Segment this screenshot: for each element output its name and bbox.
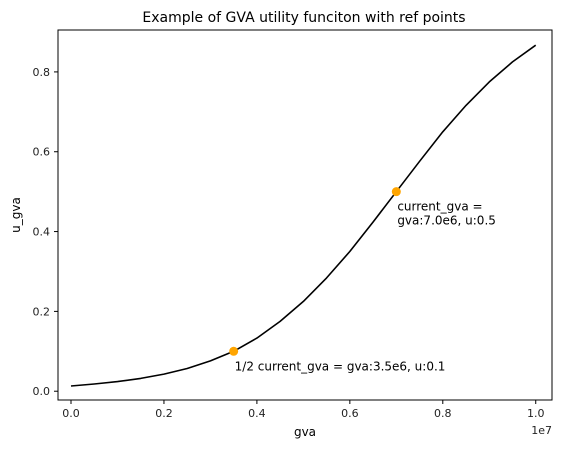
y-tick-label: 0.4 bbox=[33, 226, 51, 239]
chart-title: Example of GVA utility funciton with ref… bbox=[142, 10, 465, 26]
ref-point-annotation: 1/2 current_gva = gva:3.5e6, u:0.1 bbox=[235, 359, 446, 373]
x-axis-label: gva bbox=[294, 425, 316, 439]
x-tick-label: 0.6 bbox=[341, 407, 359, 420]
plot-frame bbox=[57, 29, 553, 401]
series-layer bbox=[70, 44, 537, 387]
ref-point-annotation: current_gva = gva:7.0e6, u:0.5 bbox=[397, 200, 496, 228]
y-tick-label: 0.6 bbox=[33, 146, 51, 159]
x-tick-label: 0.8 bbox=[434, 407, 452, 420]
x-tick-label: 0.4 bbox=[248, 407, 266, 420]
ref-points-layer: 1/2 current_gva = gva:3.5e6, u:0.1 curren… bbox=[229, 187, 496, 373]
x-tick-label: 0.0 bbox=[62, 407, 80, 420]
y-tick-label: 0.8 bbox=[33, 66, 51, 79]
ref-point bbox=[391, 187, 401, 197]
x-axis-multiplier: 1e7 bbox=[531, 424, 552, 437]
ref-point bbox=[229, 346, 239, 356]
x-tick-label: 1.0 bbox=[527, 407, 545, 420]
y-tick-label: 0.0 bbox=[33, 385, 51, 398]
utility-curve bbox=[70, 44, 537, 387]
y-axis: 0.0 0.2 0.4 0.6 0.8 bbox=[33, 66, 58, 398]
y-tick-label: 0.2 bbox=[33, 305, 51, 318]
x-axis: 0.0 0.2 0.4 0.6 0.8 1.0 bbox=[62, 400, 544, 420]
y-axis-label: u_gva bbox=[9, 197, 23, 233]
x-tick-label: 0.2 bbox=[155, 407, 173, 420]
